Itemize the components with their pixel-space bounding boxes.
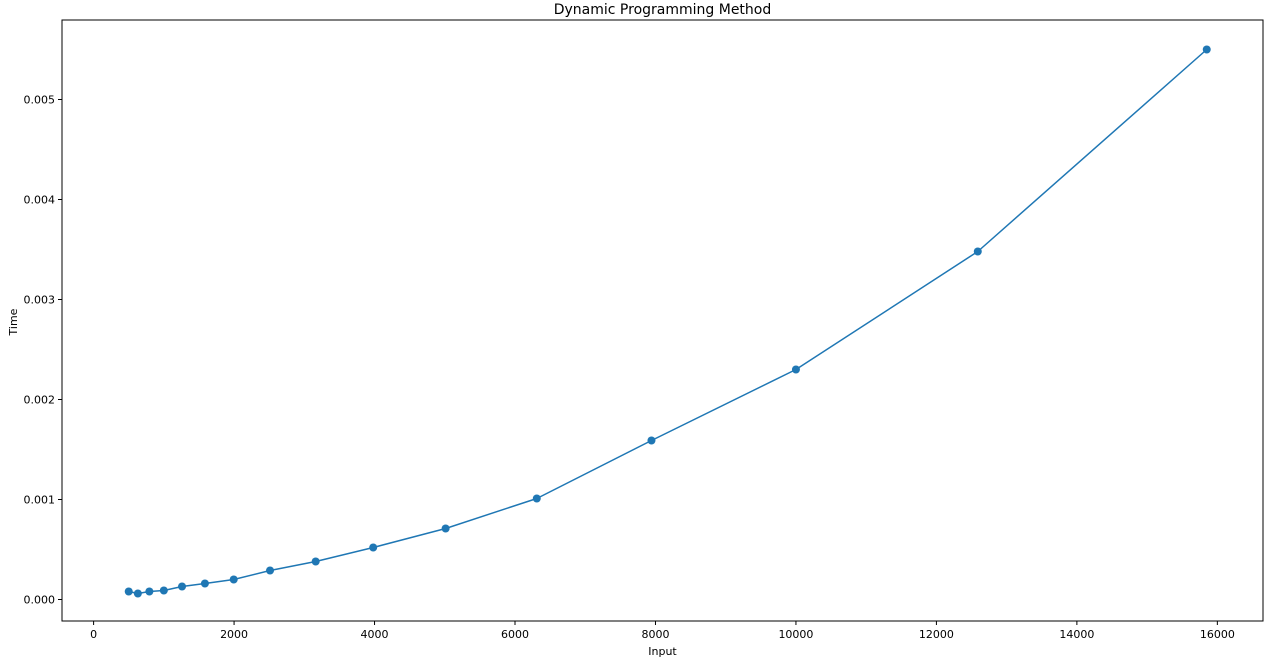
- y-tick-label: 0.000: [24, 594, 56, 607]
- ticks-layer: 0 2000 4000 6000 8000 10000 12000 14000 16000 0.0…: [24, 94, 1235, 642]
- plot-background: [62, 20, 1263, 621]
- x-tick-label: 8000: [641, 628, 669, 641]
- data-point: [791, 365, 800, 374]
- data-point: [441, 524, 450, 533]
- x-tick-label: 2000: [220, 628, 248, 641]
- series-line: [128, 48, 1208, 595]
- x-tick-label: 12000: [919, 628, 954, 641]
- y-tick-label: 0.004: [24, 194, 56, 207]
- data-point: [973, 247, 982, 256]
- data-point: [200, 579, 209, 588]
- data-point: [159, 586, 168, 595]
- series-layer: [124, 45, 1211, 598]
- data-point: [369, 543, 378, 552]
- y-tick-label: 0.003: [24, 294, 56, 307]
- y-tick-label: 0.005: [24, 94, 56, 107]
- data-point: [133, 589, 142, 598]
- y-axis-label: Time: [7, 308, 20, 336]
- x-tick-label: 4000: [361, 628, 389, 641]
- y-tick-label: 0.002: [24, 394, 56, 407]
- x-tick-label: 10000: [778, 628, 813, 641]
- data-point: [266, 566, 275, 575]
- data-point: [145, 587, 154, 596]
- x-tick-label: 6000: [501, 628, 529, 641]
- data-point: [311, 557, 320, 566]
- x-tick-label: 0: [90, 628, 97, 641]
- chart-title: Dynamic Programming Method: [554, 2, 772, 18]
- x-tick-label: 14000: [1059, 628, 1094, 641]
- plot-frame: [61, 19, 1264, 622]
- data-point: [229, 575, 238, 584]
- data-point: [178, 582, 187, 591]
- x-axis-label: Input: [648, 645, 677, 658]
- x-tick-label: 16000: [1200, 628, 1235, 641]
- y-tick-label: 0.001: [24, 494, 56, 507]
- data-point: [532, 494, 541, 503]
- data-point: [647, 436, 656, 445]
- data-point: [124, 587, 133, 596]
- data-point: [1202, 45, 1211, 54]
